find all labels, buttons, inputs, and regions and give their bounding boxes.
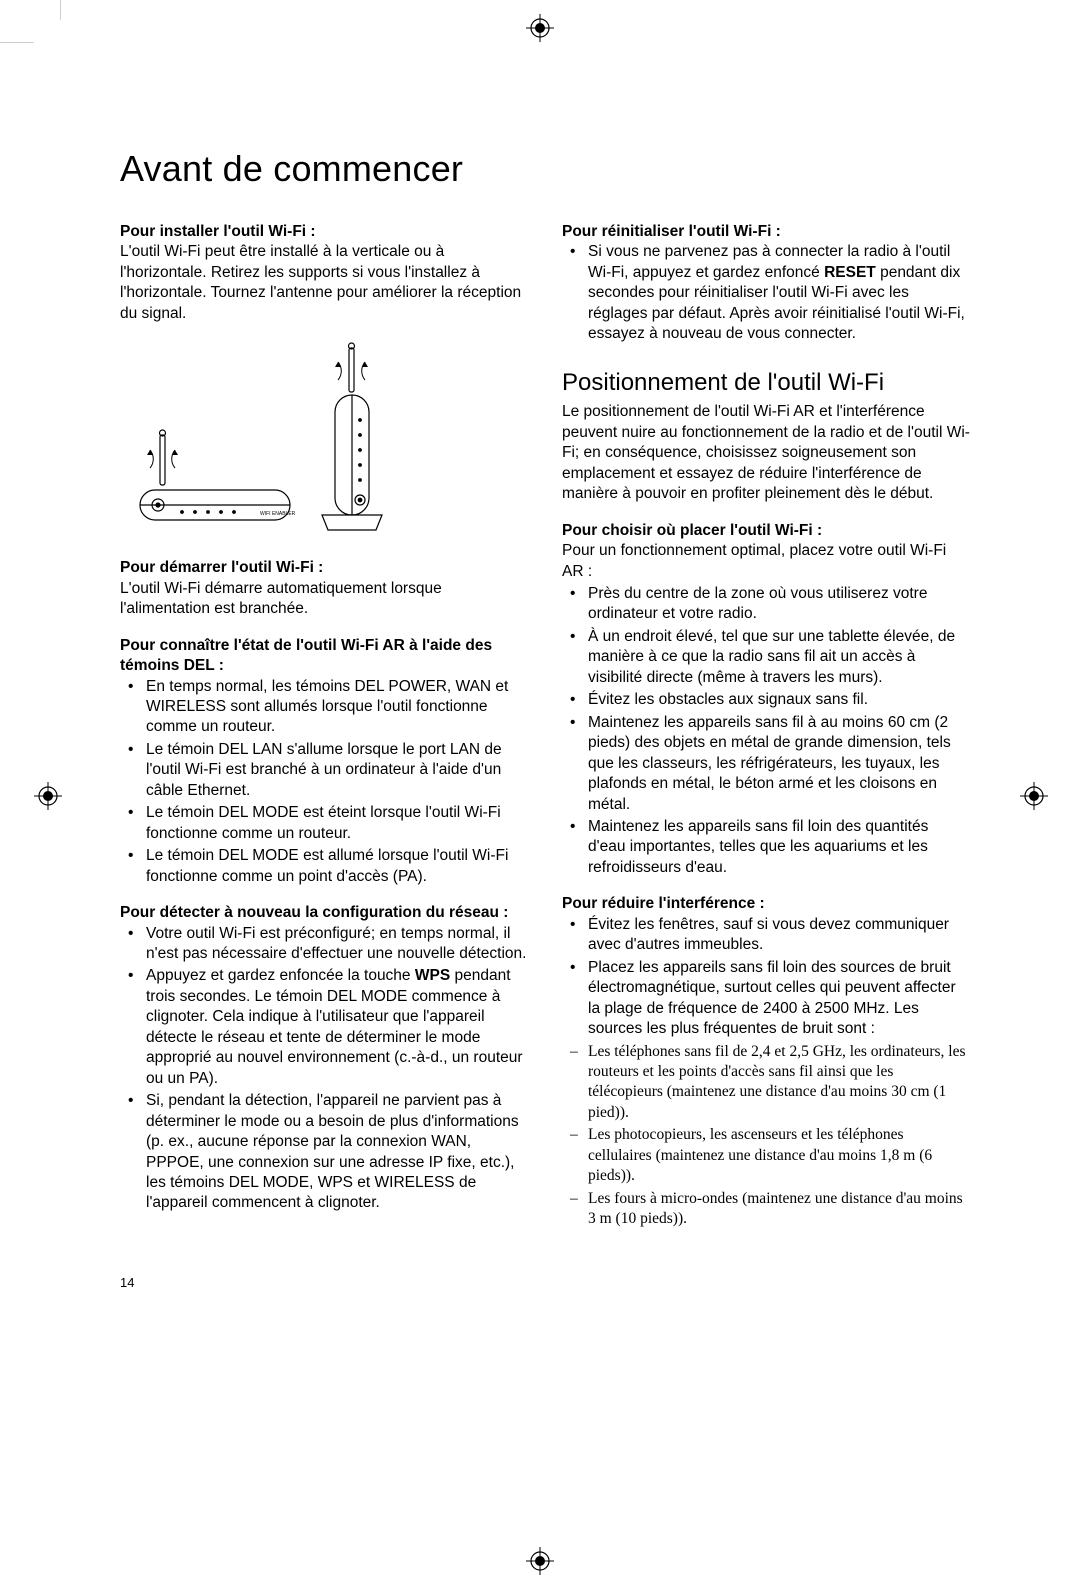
section-body: Le positionnement de l'outil Wi-Fi AR et… (562, 402, 970, 504)
list-item: Si, pendant la détection, l'appareil ne … (120, 1091, 528, 1214)
list-item: Le témoin DEL LAN s'allume lorsque le po… (120, 740, 528, 801)
list-item: Si vous ne parvenez pas à connecter la r… (562, 242, 970, 344)
section-heading: Pour réduire l'interférence : (562, 894, 970, 914)
bold-key: WPS (415, 967, 450, 984)
subsection-title: Positionnement de l'outil Wi-Fi (562, 367, 970, 399)
list-item: Appuyez et gardez enfoncée la touche WPS… (120, 966, 528, 1089)
registration-mark-bottom (526, 1547, 554, 1575)
list-item: En temps normal, les témoins DEL POWER, … (120, 677, 528, 738)
page-content: Avant de commencer Pour installer l'outi… (120, 148, 970, 1232)
bullet-list: Votre outil Wi-Fi est préconfiguré; en t… (120, 924, 528, 1214)
section-heading: Pour réinitialiser l'outil Wi-Fi : (562, 222, 970, 242)
section-body: L'outil Wi-Fi démarre automatiquement lo… (120, 579, 528, 620)
bullet-list: Évitez les fenêtres, sauf si vous devez … (562, 915, 970, 1040)
list-item: À un endroit élevé, tel que sur une tabl… (562, 627, 970, 688)
section-heading: Pour installer l'outil Wi-Fi : (120, 222, 528, 242)
device-label: WIFI ENABLER (260, 511, 296, 517)
page-title: Avant de commencer (120, 148, 970, 190)
registration-mark-top (526, 14, 554, 42)
bullet-list: Si vous ne parvenez pas à connecter la r… (562, 242, 970, 344)
bullet-list: Près du centre de la zone où vous utilis… (562, 584, 970, 878)
device-diagram: WIFI ENABLER (120, 340, 528, 540)
section-heading: Pour choisir où placer l'outil Wi-Fi : (562, 521, 970, 541)
list-item: Les téléphones sans fil de 2,4 et 2,5 GH… (562, 1042, 970, 1124)
right-column: Pour réinitialiser l'outil Wi-Fi : Si vo… (562, 218, 970, 1232)
list-item: Maintenez les appareils sans fil loin de… (562, 817, 970, 878)
left-column: Pour installer l'outil Wi-Fi : L'outil W… (120, 218, 528, 1232)
dash-list: Les téléphones sans fil de 2,4 et 2,5 GH… (562, 1042, 970, 1230)
list-item: Évitez les fenêtres, sauf si vous devez … (562, 915, 970, 956)
registration-mark-left (34, 782, 62, 810)
list-item: Le témoin DEL MODE est allumé lorsque l'… (120, 846, 528, 887)
list-item: Près du centre de la zone où vous utilis… (562, 584, 970, 625)
registration-mark-right (1020, 782, 1048, 810)
section-body: Pour un fonctionnement optimal, placez v… (562, 541, 970, 582)
list-item: Les fours à micro-ondes (maintenez une d… (562, 1189, 970, 1230)
section-heading: Pour connaître l'état de l'outil Wi-Fi A… (120, 636, 528, 677)
list-item: Maintenez les appareils sans fil à au mo… (562, 713, 970, 815)
list-item: Les photocopieurs, les ascenseurs et les… (562, 1125, 970, 1186)
list-item: Évitez les obstacles aux signaux sans fi… (562, 690, 970, 710)
crop-mark (0, 42, 34, 43)
list-item: Le témoin DEL MODE est éteint lorsque l'… (120, 803, 528, 844)
section-body: L'outil Wi-Fi peut être installé à la ve… (120, 242, 528, 324)
crop-mark (60, 0, 61, 20)
section-heading: Pour démarrer l'outil Wi-Fi : (120, 558, 528, 578)
list-item: Placez les appareils sans fil loin des s… (562, 958, 970, 1040)
page-number: 14 (120, 1274, 134, 1291)
list-item: Votre outil Wi-Fi est préconfiguré; en t… (120, 924, 528, 965)
bullet-list: En temps normal, les témoins DEL POWER, … (120, 677, 528, 888)
bold-key: RESET (824, 264, 876, 281)
section-heading: Pour détecter à nouveau la configuration… (120, 903, 528, 923)
